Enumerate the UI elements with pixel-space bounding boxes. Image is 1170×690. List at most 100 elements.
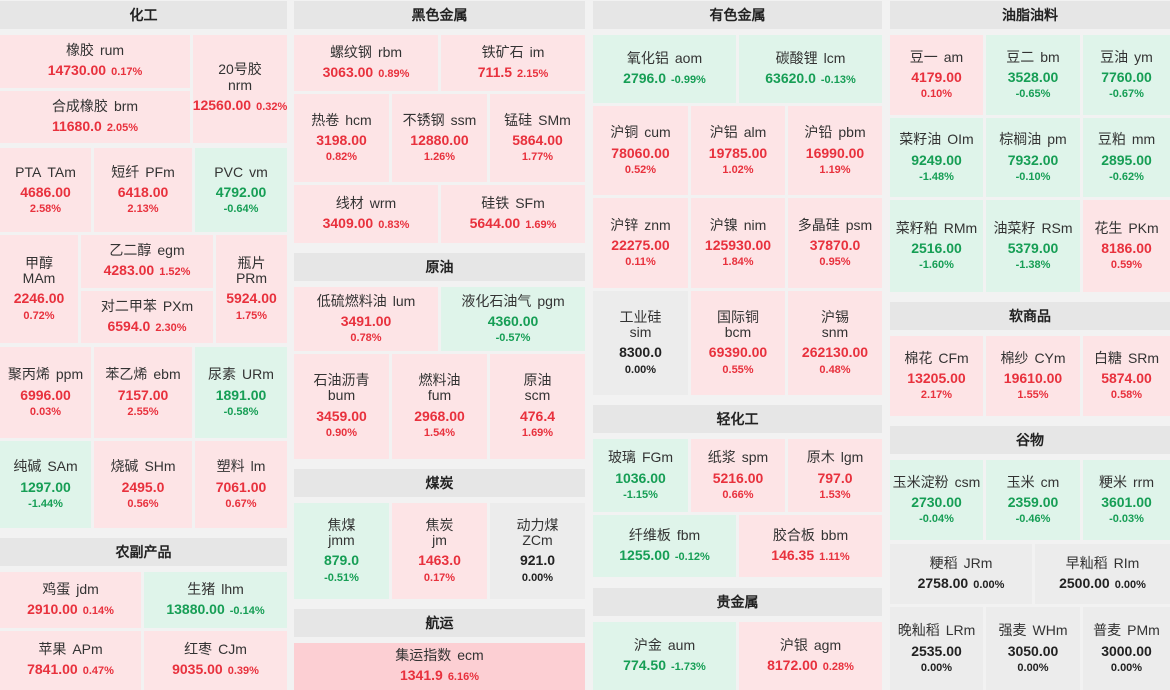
contract-tile[interactable]: 沪锌 znm 22275.00 0.11% (593, 198, 688, 288)
contract-tile[interactable]: 焦炭 jm 1463.0 0.17% (392, 503, 487, 599)
contract-tile[interactable]: 花生 PKm 8186.00 0.59% (1083, 200, 1170, 292)
contract-tile[interactable]: 液化石油气 pgm 4360.00 -0.57% (441, 287, 585, 351)
contract-tile[interactable]: 尿素 URm 1891.00 -0.58% (195, 347, 287, 438)
contract-tile[interactable]: 生猪 lhm 13880.00 -0.14% (144, 572, 287, 628)
contract-tile[interactable]: 粳稻 JRm 2758.00 0.00% (890, 544, 1032, 604)
contract-tile[interactable]: 乙二醇 egm 4283.00 1.52% (81, 235, 213, 288)
contract-quote: 5216.00 0.66% (713, 470, 764, 502)
contract-tile[interactable]: 螺纹钢 rbm 3063.00 0.89% (294, 35, 438, 91)
contract-tile[interactable]: 豆二 bm 3528.00 -0.65% (986, 35, 1080, 115)
contract-tile[interactable]: 油菜籽 RSm 5379.00 -1.38% (986, 200, 1080, 292)
contract-tile[interactable]: 对二甲苯 PXm 6594.0 2.30% (81, 291, 213, 343)
contract-tile[interactable]: PTA TAm 4686.00 2.58% (0, 148, 91, 232)
contract-tile[interactable]: 纤维板 fbm 1255.00 -0.12% (593, 515, 736, 577)
contract-tile[interactable]: 焦煤 jmm 879.0 -0.51% (294, 503, 389, 599)
contract-tile[interactable]: 晚籼稻 LRm 2535.00 0.00% (890, 607, 983, 690)
contract-tile[interactable]: 鸡蛋 jdm 2910.00 0.14% (0, 572, 141, 628)
contract-tile[interactable]: 沪银 agm 8172.00 0.28% (739, 622, 882, 690)
contract-tile[interactable]: 棕榈油 pm 7932.00 -0.10% (986, 118, 1080, 197)
contract-tile[interactable]: 原木 lgm 797.0 1.53% (788, 439, 882, 512)
contract-tile[interactable]: 苹果 APm 7841.00 0.47% (0, 631, 141, 690)
contract-tile[interactable]: 菜籽油 OIm 9249.00 -1.48% (890, 118, 983, 197)
contract-tile[interactable]: 沪金 aum 774.50 -1.73% (593, 622, 736, 690)
contract-tile[interactable]: 合成橡胶 brm 11680.0 2.05% (0, 91, 190, 143)
contract-tile[interactable]: 工业硅 sim 8300.0 0.00% (593, 291, 688, 395)
contract-tile[interactable]: 多晶硅 psm 37870.0 0.95% (788, 198, 882, 288)
contract-label: PVC vm (214, 164, 267, 180)
contract-tile[interactable]: 纯碱 SAm 1297.00 -1.44% (0, 441, 91, 528)
contract-tile[interactable]: 豆粕 mm 2895.00 -0.62% (1083, 118, 1170, 197)
contract-tile[interactable]: 氧化铝 aom 2796.0 -0.99% (593, 35, 736, 103)
contract-tile[interactable]: 短纤 PFm 6418.00 2.13% (94, 148, 192, 232)
contract-tile[interactable]: 玻璃 FGm 1036.00 -1.15% (593, 439, 688, 512)
contract-name: 豆粕 (1097, 131, 1126, 148)
contract-tile[interactable]: 早籼稻 RIm 2500.00 0.00% (1035, 544, 1170, 604)
contract-quote: 4360.00 -0.57% (488, 313, 539, 345)
contract-tile[interactable]: 燃料油 fum 2968.00 1.54% (392, 354, 487, 459)
contract-name: 菜籽油 (899, 131, 942, 148)
contract-tile[interactable]: 胶合板 bbm 146.35 1.11% (739, 515, 882, 577)
contract-tile[interactable]: 20号胶 nrm 12560.00 0.32% (193, 35, 287, 143)
contract-tile[interactable]: 粳米 rrm 3601.00 -0.03% (1083, 460, 1170, 540)
contract-quote: 125930.00 1.84% (705, 237, 771, 269)
contract-name: 玉米 (1006, 473, 1035, 490)
contract-tile[interactable]: 玉米 cm 2359.00 -0.46% (986, 460, 1080, 540)
sector-header: 煤炭 (294, 469, 585, 497)
contract-tile[interactable]: 甲醇 MAm 2246.00 0.72% (0, 235, 78, 343)
contract-label: 菜籽油 OIm (899, 131, 973, 147)
contract-tile[interactable]: 沪镍 nim 125930.00 1.84% (691, 198, 785, 288)
contract-tile[interactable]: 聚丙烯 ppm 6996.00 0.03% (0, 347, 91, 438)
contract-tile[interactable]: 菜籽粕 RMm 2516.00 -1.60% (890, 200, 983, 292)
contract-name: 甲醇 (25, 254, 53, 271)
contract-tile[interactable]: 沪铅 pbm 16990.00 1.19% (788, 106, 882, 195)
contract-tile[interactable]: 棉纱 CYm 19610.00 1.55% (986, 336, 1080, 416)
contract-name: 合成橡胶 (51, 97, 108, 114)
change-percent: 1.26% (423, 151, 456, 164)
contract-tile[interactable]: 石油沥青 bum 3459.00 0.90% (294, 354, 389, 459)
contract-quote: 12560.00 0.32% (193, 97, 288, 115)
change-percent: 0.11% (625, 256, 656, 269)
contract-tile[interactable]: 豆一 am 4179.00 0.10% (890, 35, 983, 115)
contract-tile[interactable]: 铁矿石 im 711.5 2.15% (441, 35, 585, 91)
contract-tile[interactable]: 烧碱 SHm 2495.0 0.56% (94, 441, 192, 528)
contract-quote: 774.50 -1.73% (623, 657, 706, 675)
contract-name: 塑料 (216, 458, 245, 475)
contract-tile[interactable]: 强麦 WHm 3050.00 0.00% (986, 607, 1080, 690)
change-percent: 1.53% (819, 488, 851, 501)
contract-tile[interactable]: 集运指数 ecm 1341.9 6.16% (294, 643, 585, 690)
contract-tile[interactable]: 塑料 lm 7061.00 0.67% (195, 441, 287, 528)
contract-tile[interactable]: 纸浆 spm 5216.00 0.66% (691, 439, 785, 512)
contract-tile[interactable]: 豆油 ym 7760.00 -0.67% (1083, 35, 1170, 115)
last-price: 2895.00 (1101, 151, 1152, 168)
contract-tile[interactable]: 国际铜 bcm 69390.00 0.55% (691, 291, 785, 395)
contract-tile[interactable]: 沪铝 alm 19785.00 1.02% (691, 106, 785, 195)
contract-code: TAm (47, 163, 76, 180)
change-percent: 0.00% (920, 661, 953, 674)
contract-tile[interactable]: 白糖 SRm 5874.00 0.58% (1083, 336, 1170, 416)
contract-tile[interactable]: 不锈钢 ssm 12880.00 1.26% (392, 94, 487, 182)
change-percent: 6.16% (447, 671, 480, 684)
contract-tile[interactable]: 普麦 PMm 3000.00 0.00% (1083, 607, 1170, 690)
contract-tile[interactable]: 苯乙烯 ebm 7157.00 2.55% (94, 347, 192, 438)
last-price: 19785.00 (708, 144, 768, 161)
last-price: 3000.00 (1101, 642, 1152, 659)
contract-tile[interactable]: 玉米淀粉 csm 2730.00 -0.04% (890, 460, 983, 540)
contract-name: 纤维板 (628, 526, 671, 543)
contract-tile[interactable]: 低硫燃料油 lum 3491.00 0.78% (294, 287, 438, 351)
contract-tile[interactable]: 沪铜 cum 78060.00 0.52% (593, 106, 688, 195)
contract-tile[interactable]: 橡胶 rum 14730.00 0.17% (0, 35, 190, 88)
contract-tile[interactable]: 线材 wrm 3409.00 0.83% (294, 185, 438, 243)
contract-tile[interactable]: 锰硅 SMm 5864.00 1.77% (490, 94, 585, 182)
contract-tile[interactable]: 动力煤 ZCm 921.0 0.00% (490, 503, 585, 599)
contract-tile[interactable]: 硅铁 SFm 5644.00 1.69% (441, 185, 585, 243)
contract-name: 红枣 (184, 641, 213, 658)
contract-tile[interactable]: 红枣 CJm 9035.00 0.39% (144, 631, 287, 690)
contract-tile[interactable]: 碳酸锂 lcm 63620.0 -0.13% (739, 35, 882, 103)
contract-tile[interactable]: 热卷 hcm 3198.00 0.82% (294, 94, 389, 182)
contract-tile[interactable]: PVC vm 4792.00 -0.64% (195, 148, 287, 232)
contract-tile[interactable]: 沪锡 snm 262130.00 0.48% (788, 291, 882, 395)
contract-tile[interactable]: 原油 scm 476.4 1.69% (490, 354, 585, 459)
contract-tile[interactable]: 瓶片 PRm 5924.00 1.75% (216, 235, 287, 343)
change-percent: -0.62% (1109, 170, 1144, 183)
contract-tile[interactable]: 棉花 CFm 13205.00 2.17% (890, 336, 983, 416)
